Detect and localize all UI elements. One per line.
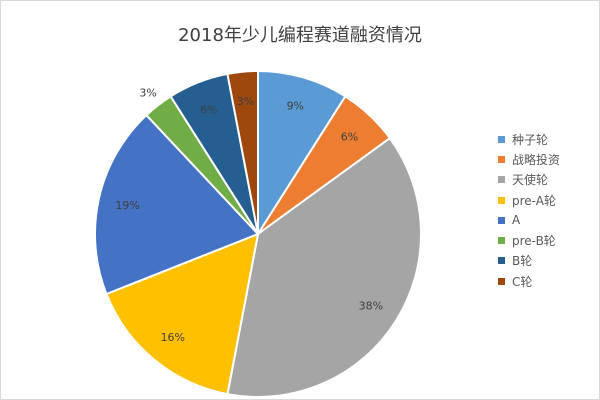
legend-item: A: [498, 210, 560, 230]
pie-slice-7: [226, 69, 259, 235]
data-label-5: 3%: [139, 86, 156, 99]
legend-swatch: [498, 135, 505, 143]
data-label-6: 6%: [200, 104, 217, 117]
legend-label: pre-B轮: [512, 234, 556, 249]
legend-item: pre-B轮: [498, 230, 560, 250]
legend-label: B轮: [512, 254, 533, 269]
chart-title: 2018年少儿编程赛道融资情况: [178, 25, 422, 46]
legend-swatch: [498, 196, 505, 204]
data-label-3: 16%: [161, 331, 185, 344]
legend-label: A: [512, 213, 521, 228]
legend-item: 战略投资: [498, 149, 560, 169]
legend-swatch: [498, 277, 505, 285]
legend-swatch: [498, 216, 505, 224]
pie-slice-3: [105, 232, 260, 396]
data-label-2: 38%: [359, 300, 383, 313]
legend-label: C轮: [512, 274, 533, 289]
data-label-4: 19%: [115, 199, 139, 212]
data-label-1: 6%: [341, 131, 358, 144]
legend-label: pre-A轮: [512, 193, 556, 208]
legend-swatch: [498, 176, 505, 184]
data-label-7: 3%: [237, 95, 254, 108]
legend-swatch: [498, 257, 505, 265]
legend-item: 种子轮: [498, 129, 560, 149]
legend-label: 战略投资: [512, 152, 561, 167]
legend-label: 种子轮: [512, 132, 549, 147]
legend-item: C轮: [498, 271, 560, 291]
pie-slice-2: [226, 136, 422, 398]
legend-item: B轮: [498, 251, 560, 271]
data-label-0: 9%: [287, 100, 304, 113]
legend-item: pre-A轮: [498, 190, 560, 210]
legend-label: 天使轮: [512, 173, 549, 188]
legend-swatch: [498, 155, 505, 163]
pie-slice-4: [94, 113, 260, 296]
legend-item: 天使轮: [498, 170, 560, 190]
legend-swatch: [498, 237, 505, 245]
pie-slice-0: [257, 69, 347, 238]
